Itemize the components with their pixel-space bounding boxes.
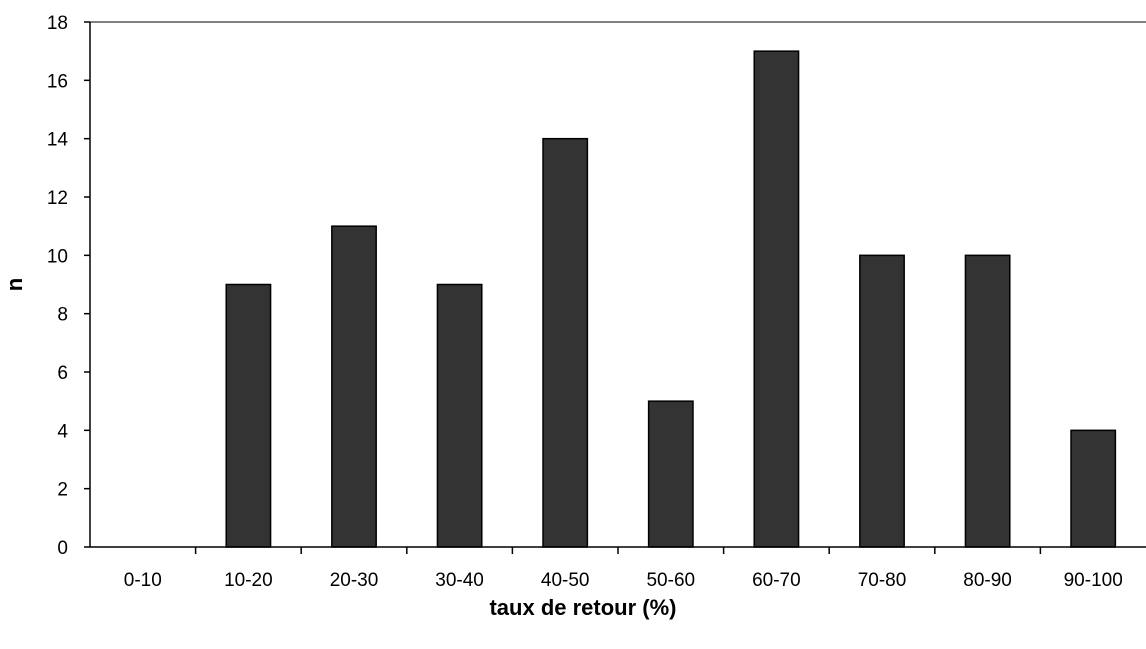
bar-30-40 bbox=[436, 283, 483, 548]
bar-20-30 bbox=[331, 225, 377, 548]
y-tick-label: 10 bbox=[47, 246, 68, 267]
y-tick-label: 18 bbox=[47, 13, 68, 34]
bar-10-20 bbox=[225, 283, 272, 548]
x-tick-label: 10-20 bbox=[224, 570, 273, 591]
x-tick-label: 30-40 bbox=[435, 570, 484, 591]
y-axis-ticks: 0 2 4 6 8 10 12 14 16 18 bbox=[47, 13, 90, 559]
bars bbox=[225, 50, 1117, 548]
x-tick-label: 60-70 bbox=[752, 570, 801, 591]
x-tick-label: 0-10 bbox=[124, 570, 162, 591]
y-tick-label: 0 bbox=[57, 538, 68, 559]
y-tick-label: 4 bbox=[57, 421, 68, 442]
x-tick-label: 90-100 bbox=[1064, 570, 1123, 591]
y-tick-label: 12 bbox=[47, 188, 68, 209]
bar-90-100 bbox=[1070, 429, 1117, 548]
x-tick-label: 50-60 bbox=[646, 570, 695, 591]
x-tick-label: 40-50 bbox=[541, 570, 590, 591]
y-tick-label: 6 bbox=[57, 363, 68, 384]
y-tick-label: 2 bbox=[57, 480, 68, 501]
x-axis-title: taux de retour (%) bbox=[489, 595, 676, 620]
x-tick-label: 20-30 bbox=[330, 570, 379, 591]
y-axis-title: n bbox=[2, 278, 27, 291]
y-tick-label: 16 bbox=[47, 71, 68, 92]
x-tick-label: 80-90 bbox=[963, 570, 1012, 591]
bar-60-70 bbox=[753, 50, 800, 548]
bar-40-50 bbox=[542, 137, 589, 548]
y-tick-label: 8 bbox=[57, 305, 68, 326]
bar-80-90 bbox=[964, 254, 1011, 548]
x-axis-ticks: 0-10 10-20 20-30 30-40 40-50 50-60 60-70 70-80 8… bbox=[124, 547, 1123, 591]
x-tick-label: 70-80 bbox=[858, 570, 907, 591]
bar-50-60 bbox=[647, 400, 694, 548]
bar-70-80 bbox=[859, 254, 905, 548]
y-tick-label: 14 bbox=[47, 130, 69, 151]
